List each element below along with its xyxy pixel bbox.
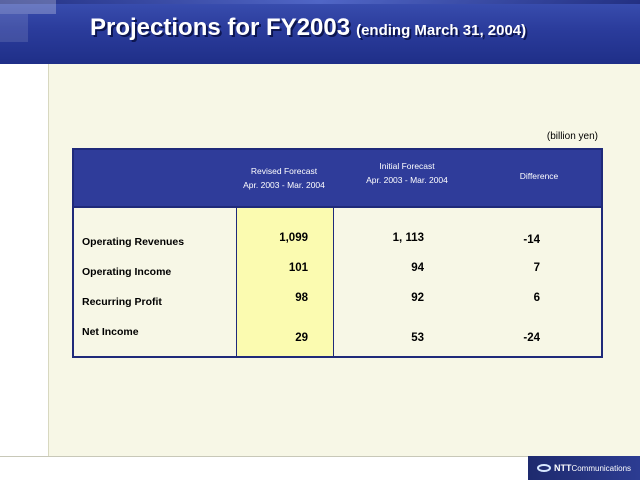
cell-operating-revenues-revised: 1,099 (279, 232, 308, 244)
banner-corner-decoration (0, 0, 56, 14)
banner-corner-decoration-2 (0, 14, 28, 42)
cell-net-income-initial: 53 (411, 332, 424, 344)
cell-recurring-profit-initial: 92 (411, 292, 424, 304)
column-header-difference: Difference (494, 169, 584, 183)
slide-title-main: Projections for FY2003 (90, 14, 351, 41)
cell-net-income-revised: 29 (295, 332, 308, 344)
title-banner: Projections for FY2003 (ending March 31, … (0, 0, 640, 64)
column-header-initial-title: Initial Forecast (379, 161, 435, 171)
logo-text: Communications (571, 464, 632, 473)
row-label-net-income: Net Income (82, 326, 139, 338)
cell-operating-income-revised: 101 (288, 262, 308, 274)
cell-operating-revenues-initial: 1, 113 (392, 232, 424, 244)
column-header-revised: Revised Forecast Apr. 2003 - Mar. 2004 (236, 164, 332, 192)
ntt-loop-icon (536, 464, 551, 472)
column-header-difference-title: Difference (519, 171, 559, 181)
cell-net-income-difference: -24 (523, 332, 540, 344)
row-label-recurring-profit: Recurring Profit (82, 296, 162, 308)
slide-title-subtitle: (ending March 31, 2004) (356, 22, 527, 39)
cell-operating-revenues-difference: -14 (523, 234, 540, 246)
column-header-revised-title: Revised Forecast (250, 166, 318, 176)
cell-recurring-profit-difference: 6 (533, 292, 540, 304)
table-header-row: Revised Forecast Apr. 2003 - Mar. 2004 I… (74, 150, 601, 208)
ntt-communications-logo: NTTCommunications (528, 456, 640, 480)
banner-stripe (0, 0, 640, 4)
cell-operating-income-difference: 7 (533, 262, 540, 274)
logo-wordmark: NTTCommunications (554, 463, 631, 473)
column-header-initial: Initial Forecast Apr. 2003 - Mar. 2004 (352, 159, 462, 187)
row-label-operating-income: Operating Income (82, 266, 172, 278)
logo-brand: NTT (553, 463, 572, 473)
footer-divider (0, 456, 640, 457)
slide-title: Projections for FY2003 (ending March 31, … (90, 14, 526, 42)
cell-operating-income-initial: 94 (411, 262, 424, 274)
cell-recurring-profit-revised: 98 (295, 292, 308, 304)
row-label-operating-revenues: Operating Revenues (82, 236, 185, 248)
unit-label: (billion yen) (546, 131, 598, 142)
projections-table: Revised Forecast Apr. 2003 - Mar. 2004 I… (72, 148, 603, 358)
column-header-revised-period: Apr. 2003 - Mar. 2004 (243, 180, 325, 190)
revised-forecast-highlight (236, 208, 334, 356)
column-header-initial-period: Apr. 2003 - Mar. 2004 (366, 175, 448, 185)
